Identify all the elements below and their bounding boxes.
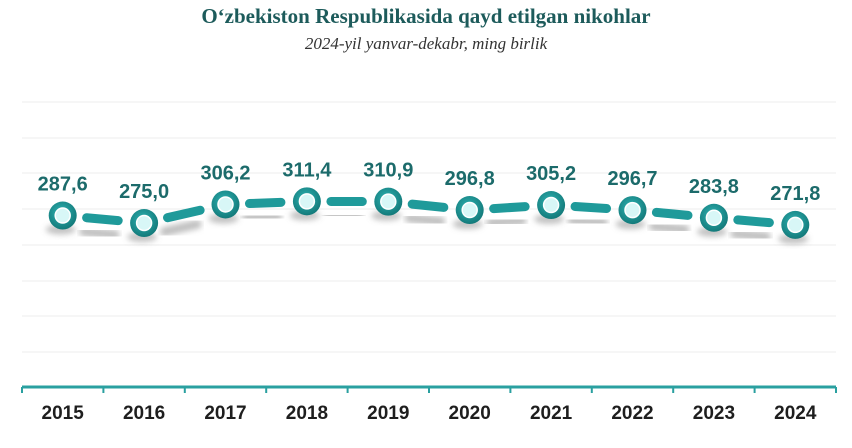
line-segment-shadow: [241, 211, 283, 223]
data-marker-center: [705, 209, 723, 227]
data-label: 310,9: [363, 160, 413, 182]
line-segment: [489, 202, 530, 214]
x-axis-label: 2021: [530, 403, 573, 424]
data-marker-center: [217, 196, 234, 213]
x-axis-label: 2024: [774, 403, 817, 424]
x-axis-label: 2015: [42, 403, 85, 424]
line-shadow: [79, 210, 771, 242]
x-axis-ticks: [21, 387, 837, 393]
data-label: 271,8: [770, 183, 820, 205]
line-segment-shadow: [486, 216, 527, 228]
data-marker-center: [135, 214, 153, 232]
x-axis-label: 2019: [367, 403, 409, 424]
line-segment-shadow: [567, 216, 609, 227]
data-marker-center: [54, 207, 71, 224]
data-label: 311,4: [282, 159, 332, 181]
x-axis-label: 2023: [693, 403, 735, 424]
line-segment: [407, 199, 449, 212]
x-axis-label: 2016: [123, 403, 165, 424]
data-label: 296,8: [445, 168, 495, 190]
data-label: 275,0: [119, 181, 169, 203]
data-label: 296,7: [607, 168, 657, 190]
data-label: 305,2: [526, 163, 576, 185]
data-marker-center: [380, 193, 397, 210]
line-segment: [162, 205, 205, 223]
x-axis-label: 2020: [449, 403, 491, 424]
data-label: 287,6: [38, 174, 88, 196]
data-markers: [45, 187, 810, 244]
data-marker-center: [461, 201, 478, 219]
chart-title: O‘zbekiston Respublikasida qayd etilgan …: [201, 4, 651, 28]
x-axis-label: 2017: [204, 403, 246, 424]
data-label: 283,8: [689, 176, 739, 198]
line-segment: [82, 213, 123, 226]
line-segment: [244, 197, 286, 209]
line-segment-shadow: [404, 213, 446, 226]
chart-subtitle: 2024-yil yanvar-dekabr, ming birlik: [304, 34, 548, 53]
line-segment-shadow: [730, 229, 771, 242]
line-segment-shadow: [159, 219, 202, 237]
line-segment: [733, 215, 774, 228]
line-segment: [651, 207, 693, 220]
x-axis-labels: 2015 2016 2017 2018 2019 2020 2021 2022 2023 2024: [42, 403, 817, 424]
x-axis-label: 2022: [611, 403, 653, 424]
data-marker-center: [298, 193, 316, 210]
line-segment-shadow: [79, 227, 120, 240]
data-marker-center: [624, 201, 641, 219]
data-labels: 287,6 275,0 306,2 311,4 310,9 296,8 305,2 296,7…: [38, 159, 821, 205]
line-segment: [570, 202, 612, 213]
x-axis-label: 2018: [286, 403, 328, 424]
series-line: [82, 196, 774, 228]
grid-lines: [22, 101, 836, 353]
data-marker-center: [542, 196, 560, 214]
data-label: 306,2: [200, 162, 250, 184]
line-segment-shadow: [648, 221, 690, 234]
data-marker-center: [787, 216, 804, 234]
